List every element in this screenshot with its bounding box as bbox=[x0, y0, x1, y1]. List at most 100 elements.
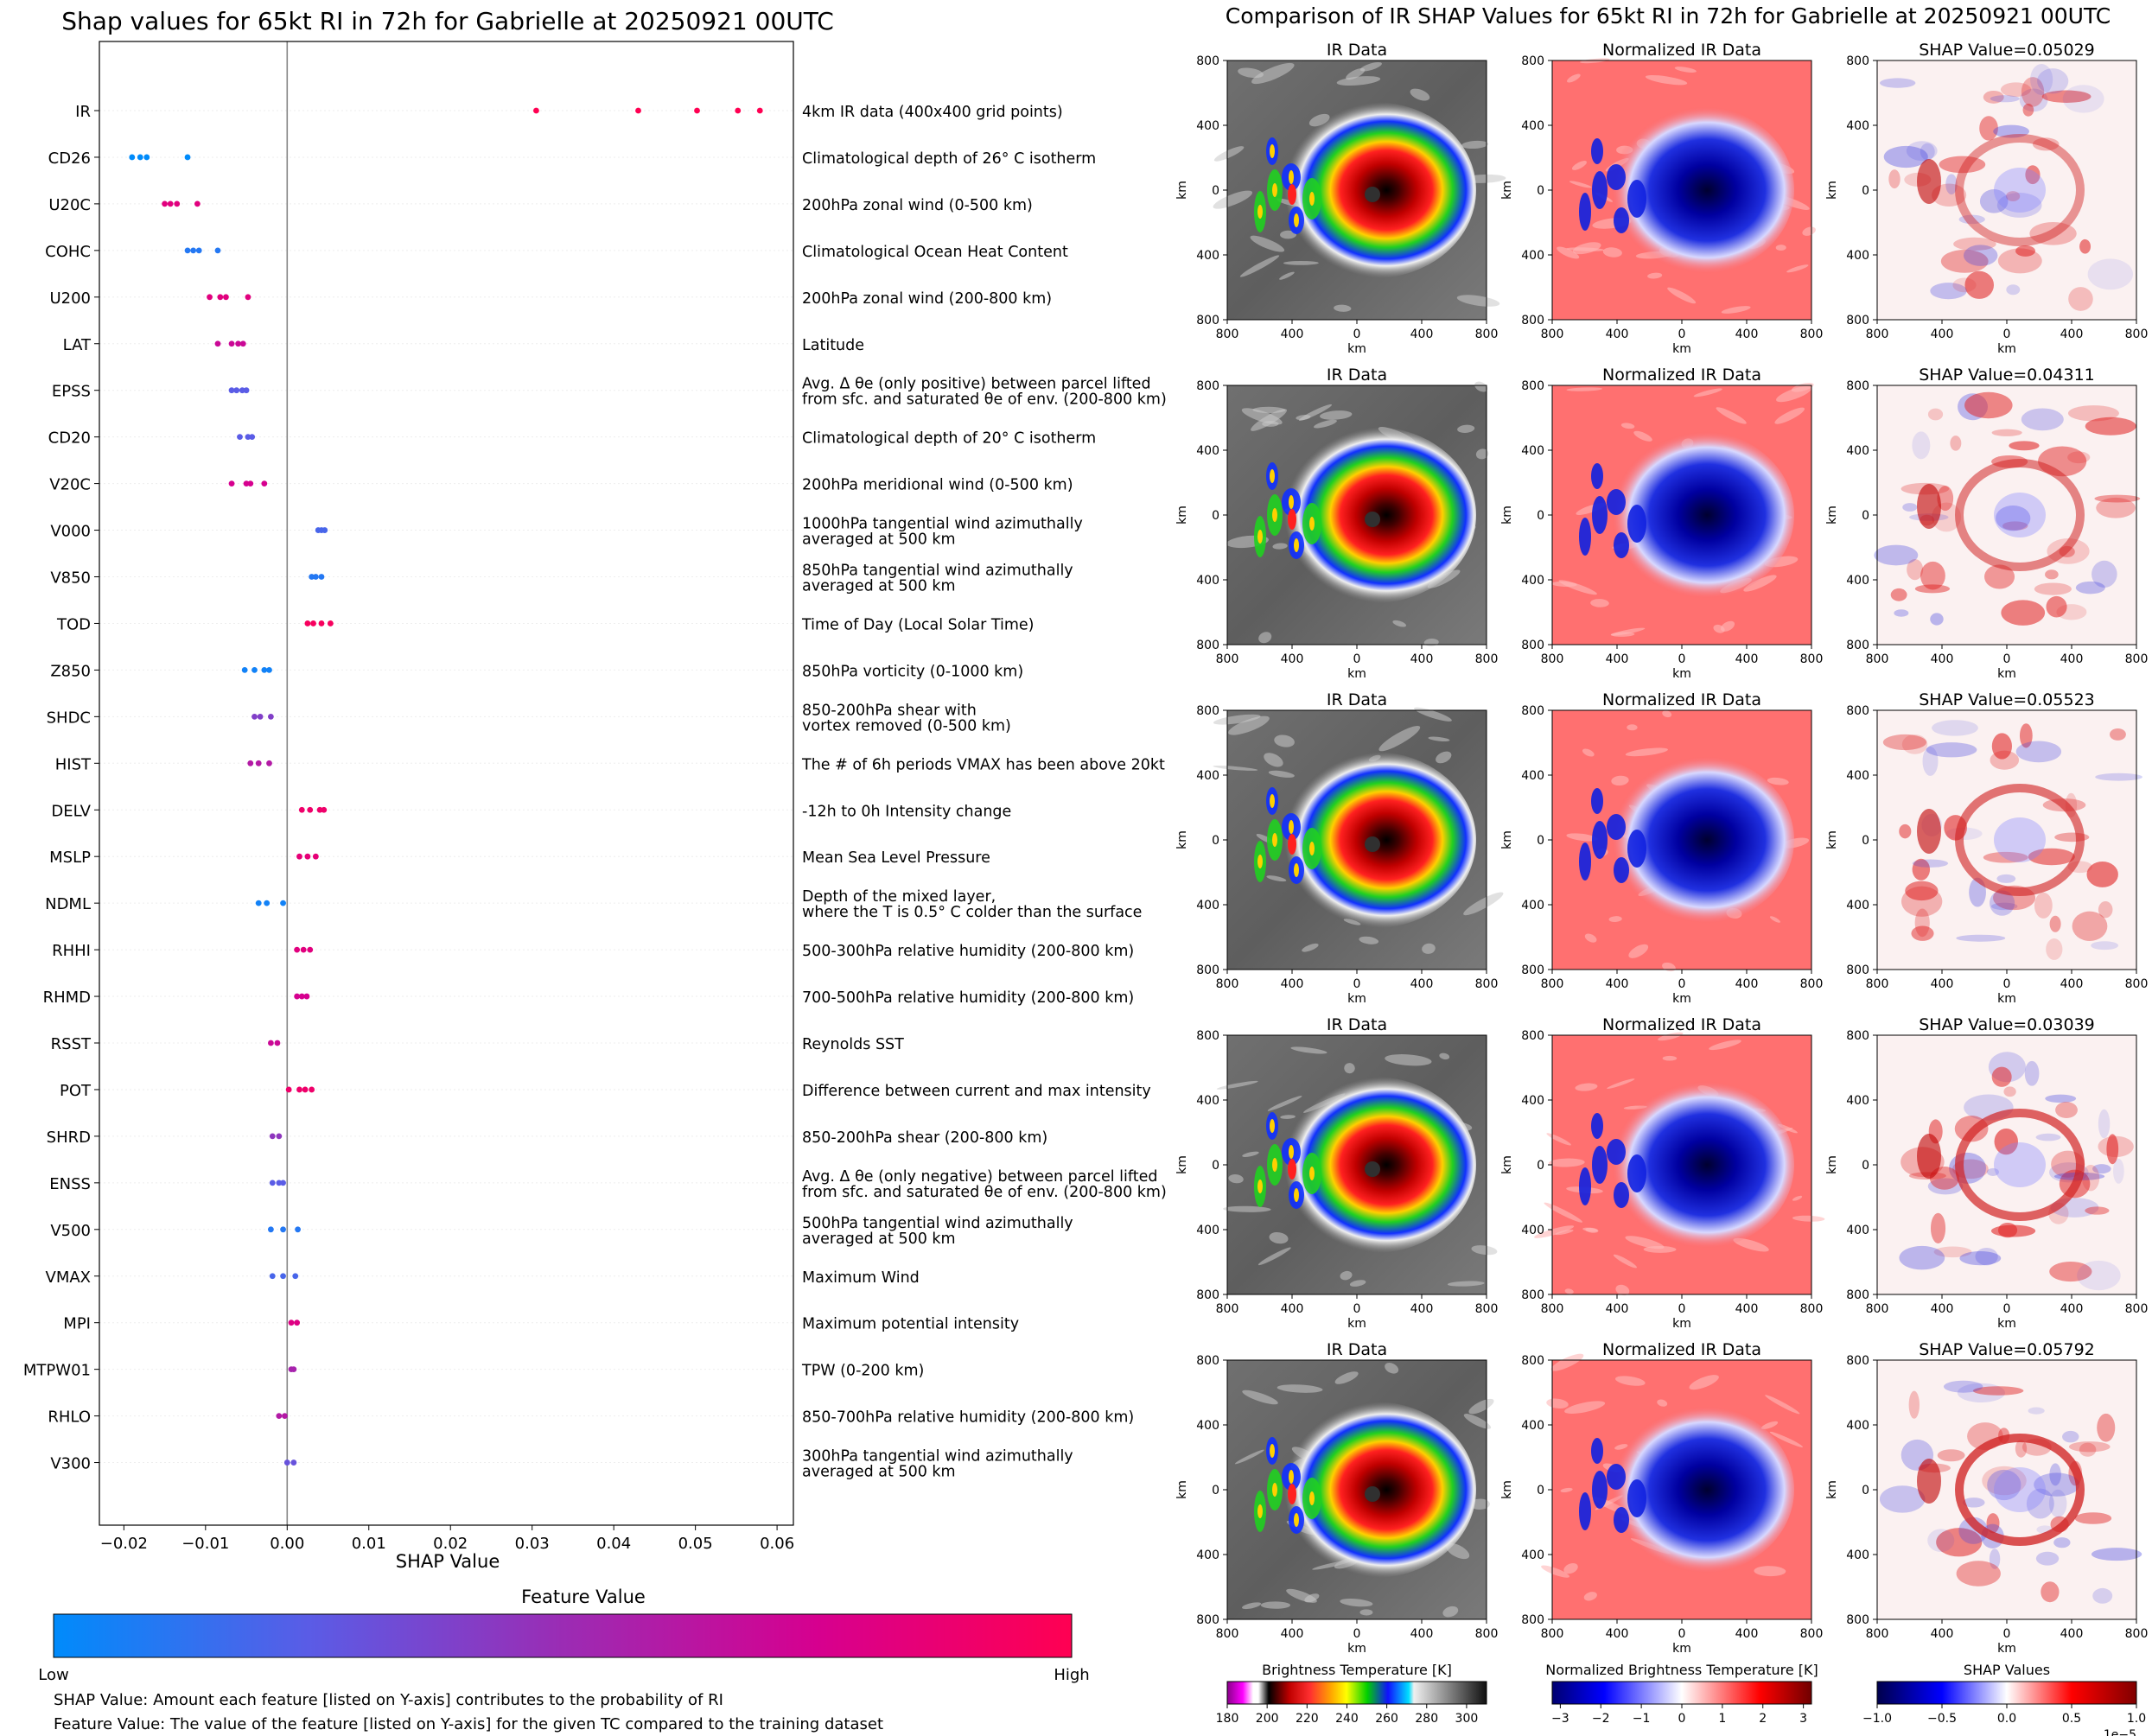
shap-blob bbox=[2026, 1488, 2054, 1519]
feature-label-ndml: NDML bbox=[45, 895, 91, 913]
cloud-streak bbox=[1447, 1281, 1485, 1287]
shap-blob bbox=[2032, 137, 2060, 151]
shap-blob bbox=[1957, 1383, 2005, 1403]
shap-value-note: SHAP Value: Amount each feature [listed … bbox=[54, 1691, 723, 1709]
shap-point bbox=[243, 387, 250, 394]
shap-point bbox=[228, 340, 235, 347]
feature-label-u200: U200 bbox=[49, 289, 91, 308]
x-tick-label: 0 bbox=[2003, 977, 2011, 991]
feature-label-rhhi: RHHI bbox=[52, 942, 91, 960]
shap-blob bbox=[1907, 558, 1924, 581]
norm-rainband bbox=[1592, 496, 1608, 534]
feature-description: 700-500hPa relative humidity (200-800 km… bbox=[802, 989, 1134, 1007]
colorbar-tick-label: 200 bbox=[1256, 1712, 1279, 1726]
y-tick-label: 400 bbox=[1846, 444, 1869, 458]
shap-blob bbox=[2068, 287, 2093, 311]
y-tick-label: 400 bbox=[1521, 1094, 1544, 1108]
norm-streak bbox=[1541, 1565, 1569, 1578]
rainband-core bbox=[1309, 842, 1315, 855]
rainband-core bbox=[1270, 469, 1275, 483]
norm-streak bbox=[1566, 387, 1603, 391]
x-tick-label: 800 bbox=[1866, 1627, 1889, 1641]
shap-point bbox=[276, 1413, 283, 1419]
x-tick-label: 0 bbox=[2003, 652, 2011, 666]
feature-label-v850: V850 bbox=[50, 569, 91, 588]
colorbar-tick-label: 260 bbox=[1375, 1712, 1398, 1726]
norm-rainband bbox=[1627, 830, 1646, 868]
y-tick-label: 800 bbox=[1196, 54, 1219, 68]
y-tick-label: 400 bbox=[1521, 1548, 1544, 1562]
y-tick-label: 800 bbox=[1196, 1288, 1219, 1302]
norm-rainband bbox=[1614, 857, 1629, 883]
shap-blob bbox=[1996, 874, 2016, 883]
shap-blob bbox=[2062, 85, 2104, 113]
shap-value-title: SHAP Value=0.04311 bbox=[1919, 366, 2095, 385]
cloud-streak bbox=[1228, 1174, 1244, 1184]
y-tick-label: 400 bbox=[1846, 574, 1869, 588]
normalized-ir-title: Normalized IR Data bbox=[1602, 690, 1761, 709]
cloud-streak bbox=[1340, 1270, 1353, 1281]
shap-blob bbox=[1908, 1390, 1920, 1419]
x-tick-label: 400 bbox=[2060, 1627, 2084, 1641]
rainband-core bbox=[1257, 530, 1263, 544]
rainband-core bbox=[1294, 1513, 1299, 1527]
y-tick-label: 800 bbox=[1521, 379, 1544, 393]
cloud-streak bbox=[1475, 448, 1489, 460]
feature-description: from sfc. and saturated θe of env. (200-… bbox=[802, 391, 1167, 409]
norm-streak bbox=[1774, 407, 1805, 424]
shap-point bbox=[249, 434, 256, 441]
y-axis-label: km bbox=[1175, 1480, 1189, 1499]
shap-point bbox=[228, 387, 235, 394]
cloud-streak bbox=[1250, 235, 1285, 252]
cloud-streak bbox=[1268, 770, 1295, 778]
shap-point bbox=[257, 713, 264, 720]
y-tick-label: 0 bbox=[1212, 1159, 1219, 1173]
feature-description: 1000hPa tangential wind azimuthally bbox=[802, 516, 1083, 533]
y-axis-label: km bbox=[1175, 830, 1189, 849]
shap-center bbox=[1994, 168, 2046, 213]
rainband-core bbox=[1288, 184, 1296, 205]
norm-rainband bbox=[1579, 843, 1591, 881]
cloud-streak bbox=[1283, 260, 1319, 265]
x-tick-label: 400 bbox=[1735, 1302, 1759, 1316]
shap-blob bbox=[1990, 95, 2020, 103]
feature-label-v500: V500 bbox=[50, 1222, 91, 1240]
x-tick-label: 800 bbox=[1800, 977, 1824, 991]
y-axis-label: km bbox=[1825, 1480, 1839, 1499]
x-tick-label: 0.02 bbox=[433, 1535, 468, 1553]
shap-blob bbox=[1883, 145, 1928, 169]
norm-rainband bbox=[1607, 489, 1626, 515]
shap-point bbox=[233, 387, 240, 394]
feature-label-rsst: RSST bbox=[51, 1035, 92, 1053]
shap-blob bbox=[2045, 1094, 2077, 1103]
colorbar-tick-label: 1.0 bbox=[2127, 1712, 2146, 1726]
x-tick-label: 400 bbox=[1931, 327, 1954, 341]
x-tick-label: 800 bbox=[1475, 977, 1499, 991]
cloud-streak bbox=[1242, 1151, 1259, 1157]
feature-description: 200hPa meridional wind (0-500 km) bbox=[802, 477, 1073, 494]
shap-blob bbox=[2074, 1512, 2112, 1524]
storm-eye bbox=[1365, 1161, 1380, 1177]
feature-label-shrd: SHRD bbox=[47, 1129, 91, 1147]
shap-blob bbox=[2015, 245, 2036, 257]
shap-point bbox=[255, 900, 262, 906]
shap-blob bbox=[2053, 1537, 2071, 1548]
y-tick-label: 800 bbox=[1196, 1354, 1219, 1368]
norm-rainband bbox=[1614, 532, 1629, 558]
feature-label-mtpw01: MTPW01 bbox=[23, 1362, 91, 1380]
shap-blob bbox=[2021, 77, 2045, 107]
norm-streak bbox=[1769, 916, 1780, 923]
shap-blob bbox=[2034, 582, 2072, 595]
cloud-streak bbox=[1213, 765, 1258, 771]
x-tick-label: −0.02 bbox=[100, 1535, 148, 1553]
shap-point bbox=[298, 806, 305, 813]
shap-point bbox=[251, 667, 258, 673]
rainband-core bbox=[1289, 1470, 1294, 1484]
shap-point bbox=[245, 294, 251, 301]
cloud-streak bbox=[1260, 1601, 1291, 1609]
feature-description: 4km IR data (400x400 grid points) bbox=[802, 104, 1063, 121]
y-axis-label: km bbox=[1825, 181, 1839, 200]
cloud-streak bbox=[1314, 419, 1337, 429]
